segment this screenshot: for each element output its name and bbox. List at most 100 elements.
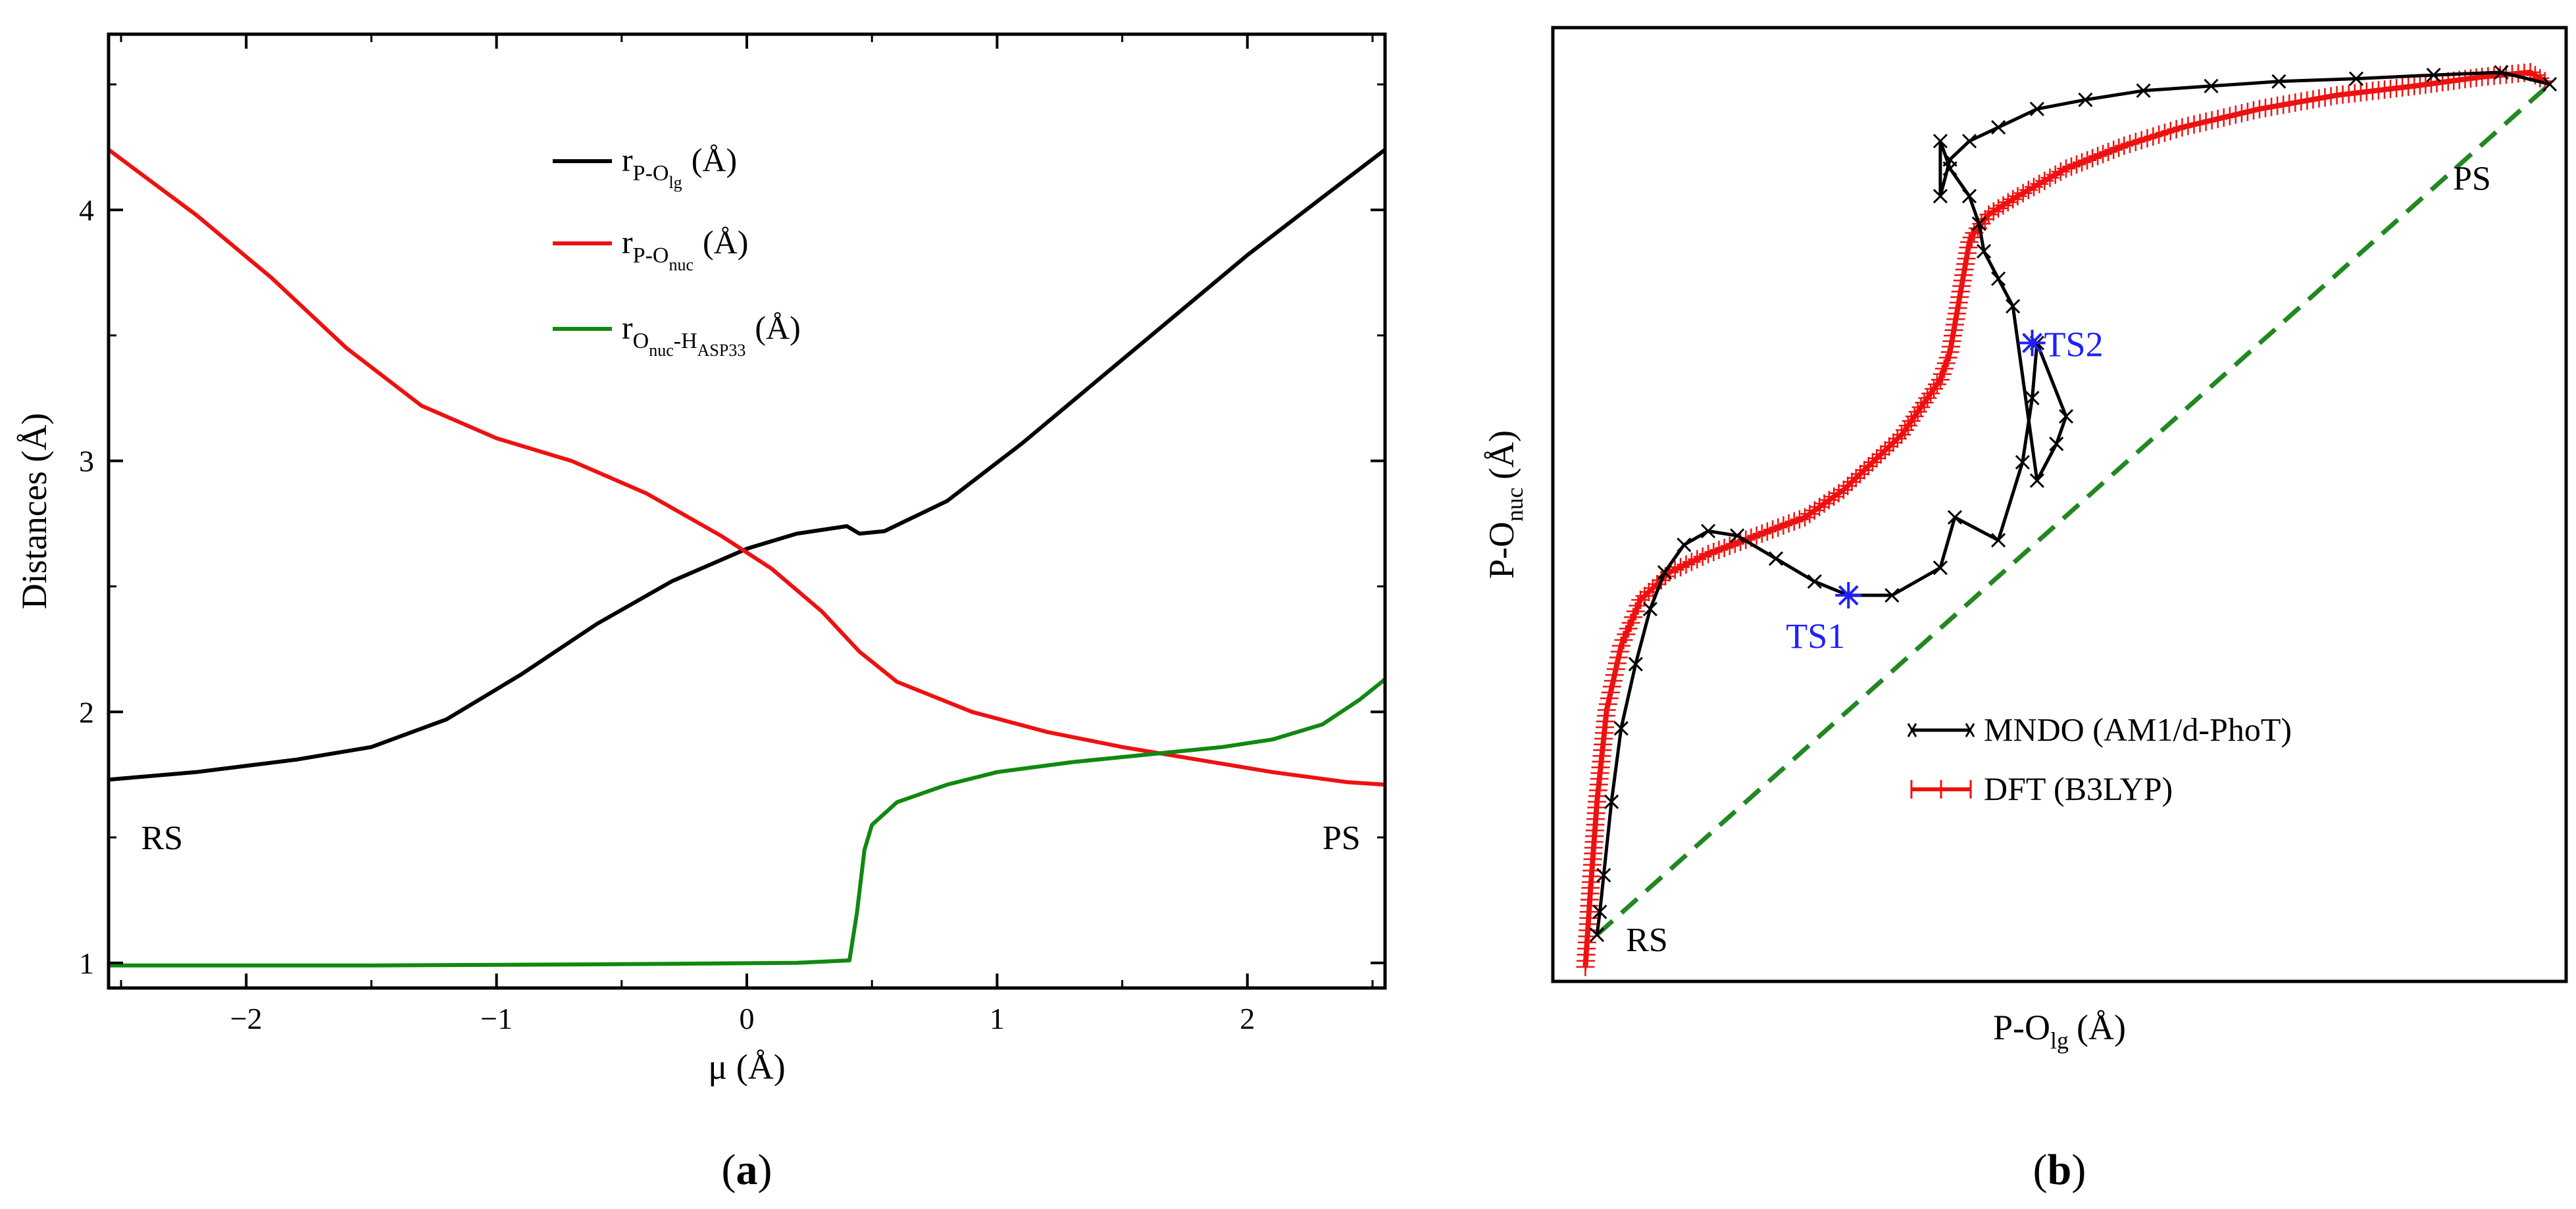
mndo-marker (2049, 436, 2064, 451)
x-tick-label-2: 0 (740, 1002, 755, 1035)
transition-state-label-ts2: TS2 (2044, 324, 2104, 364)
panel-b-x-axis-title: P-Olg (Å) (1993, 1008, 2126, 1054)
diagonal-reference-line (1595, 82, 2552, 937)
svg-text:rP-Onuc(Å): rP-Onuc (Å) (622, 224, 748, 274)
mndo-marker (1947, 510, 1963, 525)
panel-b-label: (b) (2033, 1146, 2086, 1194)
mndo-marker (1589, 927, 1605, 943)
dft-marker (1720, 536, 1739, 555)
dft-marker (1880, 437, 1899, 456)
legend-label-main: r (622, 224, 633, 260)
series-mndo-am1-d-phot (1589, 64, 2558, 943)
dft-marker (1949, 293, 1968, 312)
mndo-marker (2029, 473, 2044, 488)
mndo-marker (1976, 243, 1992, 259)
mndo-marker (1991, 271, 2006, 286)
dft-marker (1851, 464, 1870, 483)
mndo-marker (1942, 152, 1957, 167)
dft-marker (1942, 332, 1961, 351)
legend-label-sub2: -H (674, 329, 697, 353)
dft-marker (1875, 441, 1894, 460)
panel-a-legend: rP-Olg(Å) rP-Onuc(Å) rOnuc-HASP33(Å) (553, 141, 801, 360)
panel-a-x-axis-title: μ (Å) (708, 1047, 785, 1087)
dft-marker (1938, 348, 1957, 367)
dft-marker (1942, 337, 1961, 356)
annotation-ps: PS (2453, 160, 2491, 197)
legend-marker-dft (1910, 780, 1972, 799)
series-line-r-p-o-lg (108, 148, 1386, 782)
mndo-marker (2015, 455, 2030, 470)
legend-label-mndo: MNDO (AM1/d-PhoT) (1984, 711, 2292, 748)
dft-marker (1774, 516, 1793, 535)
dft-marker (1946, 310, 1965, 329)
dft-marker (1944, 320, 1963, 339)
svg-text:rOnuc-HASP33(Å): rOnuc-HASP33 (Å) (622, 309, 801, 360)
dft-marker (1998, 193, 2017, 212)
dft-marker (1951, 282, 1970, 301)
annotation-rs: RS (141, 820, 183, 857)
transition-state-label-ts1: TS1 (1786, 616, 1845, 656)
mndo-marker (1961, 134, 1977, 149)
mndo-marker (1677, 537, 1692, 553)
series-line-r-o-nuc-h-asp33 (109, 678, 1386, 968)
dft-marker (1838, 476, 1857, 495)
mndo-marker (1642, 601, 1657, 617)
panel-a-annotations: RS PS (141, 820, 1360, 857)
series-line-mndo-am1-d-phot (1595, 70, 2550, 935)
series-markers-mndo-am1-d-phot (1589, 64, 2558, 943)
dft-marker (2062, 157, 2081, 176)
mndo-marker (1592, 904, 1607, 920)
mndo-marker (2006, 299, 2021, 314)
dft-marker (1688, 550, 1707, 569)
mndo-marker (2271, 74, 2286, 89)
dft-marker (1699, 545, 1718, 564)
dft-marker (1888, 429, 1907, 448)
dft-marker (1819, 491, 1838, 510)
legend-entry-p-o-nuc: rP-Onuc (Å) (553, 224, 748, 274)
dft-marker (2109, 138, 2129, 157)
x-tick-label-3: 1 (990, 1002, 1005, 1035)
mndo-marker (1604, 794, 1619, 809)
panel-b-y-axis-title: P-Onuc(Å) (1482, 430, 1528, 579)
dft-marker (1945, 315, 1964, 334)
mndo-marker (2426, 67, 2441, 83)
dft-marker (1693, 547, 1712, 566)
dft-marker (1952, 276, 1971, 295)
dft-marker (1863, 453, 1882, 472)
dft-marker (1928, 375, 1946, 394)
mndo-marker (1628, 656, 1643, 672)
dft-marker (2088, 147, 2108, 166)
dft-marker (1979, 205, 1998, 224)
dft-marker (1936, 354, 1956, 373)
dft-marker (1834, 480, 1853, 499)
legend-label-main: r (622, 141, 633, 178)
legend-label-main: r (622, 309, 633, 346)
legend-entry-p-o-lg: rP-Olg (Å) (553, 141, 737, 192)
dft-marker (1709, 541, 1729, 559)
mndo-marker (1932, 189, 1948, 204)
panel-b-series (1576, 62, 2558, 976)
dft-marker (1859, 456, 1878, 476)
legend-entry-mndo: MNDO (AM1/d-PhoT) (1907, 711, 2292, 748)
mndo-marker (1961, 189, 1977, 204)
dft-marker (1752, 524, 1771, 543)
panel-a-series (107, 148, 1386, 968)
dft-marker (1947, 304, 1966, 323)
dft-marker (2099, 143, 2118, 161)
mndo-marker (2078, 92, 2093, 107)
dft-marker (1948, 299, 1967, 318)
dft-marker (1779, 514, 1798, 533)
dft-marker (1842, 472, 1861, 491)
dft-marker (2073, 153, 2092, 172)
mndo-marker (1991, 533, 2006, 548)
mndo-marker (1613, 721, 1629, 736)
dft-marker (1790, 510, 1809, 529)
panel-a-y-axis-title: Distances (Å) (14, 413, 54, 609)
mndo-marker (1971, 216, 1986, 232)
panel-b-transition-states: TS1 TS2 (1786, 324, 2103, 656)
dft-marker (1957, 249, 1976, 268)
panel-b-annotations: RS PS (1626, 160, 2491, 959)
series-markers-dft-b3lyp (1576, 62, 2554, 976)
legend-label-unit: (Å) (703, 224, 748, 260)
